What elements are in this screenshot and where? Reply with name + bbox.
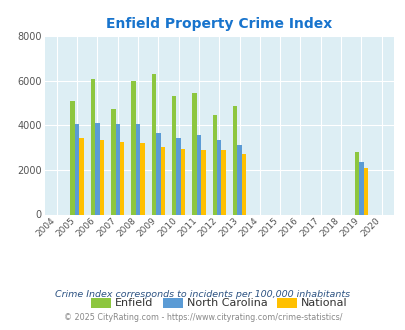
Bar (91, 79, 95, 214)
Bar (181, 149, 185, 214)
Bar (172, 96, 176, 214)
Bar (156, 133, 160, 214)
Bar (221, 150, 225, 214)
Legend: Enfield, North Carolina, National: Enfield, North Carolina, National (86, 293, 351, 313)
Bar (151, 74, 156, 215)
Bar (241, 154, 245, 214)
Bar (75, 124, 79, 214)
Bar (358, 162, 363, 214)
Bar (115, 124, 120, 214)
Bar (135, 124, 140, 214)
Bar (176, 138, 181, 214)
Bar (160, 147, 164, 214)
Bar (192, 93, 196, 214)
Bar (363, 168, 367, 215)
Bar (79, 138, 83, 214)
Bar (212, 115, 216, 214)
Text: Crime Index corresponds to incidents per 100,000 inhabitants: Crime Index corresponds to incidents per… (55, 290, 350, 299)
Bar (100, 140, 104, 214)
Bar (120, 142, 124, 214)
Bar (200, 150, 205, 214)
Bar (196, 135, 201, 214)
Bar (216, 140, 221, 214)
Bar (232, 107, 237, 214)
Bar (354, 152, 358, 214)
Bar (95, 123, 100, 214)
Bar (140, 143, 144, 214)
Title: Enfield Property Crime Index: Enfield Property Crime Index (106, 17, 332, 31)
Bar (111, 109, 115, 214)
Bar (237, 146, 241, 214)
Bar (131, 81, 135, 214)
Text: © 2025 CityRating.com - https://www.cityrating.com/crime-statistics/: © 2025 CityRating.com - https://www.city… (64, 313, 341, 322)
Bar (70, 101, 75, 214)
